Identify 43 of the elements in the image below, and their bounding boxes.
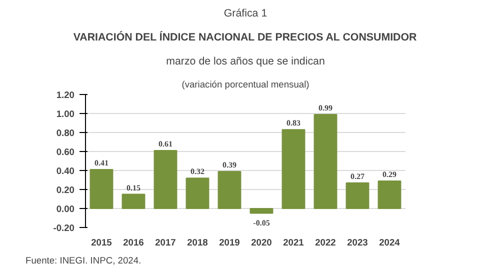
bar [90,169,114,209]
x-tick-label: 2018 [187,238,208,248]
chart-title: VARIACIÓN DEL ÍNDICE NACIONAL DE PRECIOS AL CONSUMIDOR [73,30,418,44]
bar [346,182,370,209]
x-tick-label: 2022 [315,238,336,248]
x-tick-label: 2019 [219,238,240,248]
y-tick-label: 1.20 [56,90,74,100]
y-tick-label: 0.60 [56,147,74,157]
y-tick-label: -0.20 [53,223,75,233]
y-tick-label: 0.80 [56,128,74,138]
text: Gráfica 1 [224,8,268,20]
data-label: 0.32 [190,167,204,176]
bar [154,150,178,209]
data-label: 0.29 [382,170,396,179]
y-tick-label: 0.40 [56,166,74,176]
bar [378,180,402,209]
data-label: 0.15 [126,183,140,192]
bar [122,194,146,209]
x-tick-label: 2023 [347,238,368,248]
data-label: -0.05 [253,218,270,228]
data-label: 0.61 [158,140,172,149]
x-tick-label: 2016 [123,238,144,248]
x-tick-label: 2021 [283,238,304,248]
source-note: Fuente: INEGI. INPC, 2024. [26,256,142,266]
bar [314,114,338,209]
x-tick-label: 2020 [251,238,272,248]
data-label: 0.27 [350,172,364,181]
y-tick-label: 0.20 [56,185,74,195]
y-tick-label: 1.00 [56,109,74,119]
bar [250,208,274,214]
data-label: 0.41 [94,158,108,168]
text: (variación porcentual mensual) [182,80,310,90]
y-tick-label: 0.00 [56,204,74,214]
x-tick-label: 2015 [91,238,112,248]
data-label: 0.99 [318,103,332,112]
data-label: 0.39 [222,160,236,170]
bar [186,178,210,209]
bar [218,170,242,209]
bar [282,129,306,209]
x-tick-label: 2017 [155,238,176,248]
data-label: 0.83 [286,118,300,128]
x-tick-label: 2024 [379,238,401,248]
chart-subtitle: marzo de los años que se indican [166,56,325,68]
